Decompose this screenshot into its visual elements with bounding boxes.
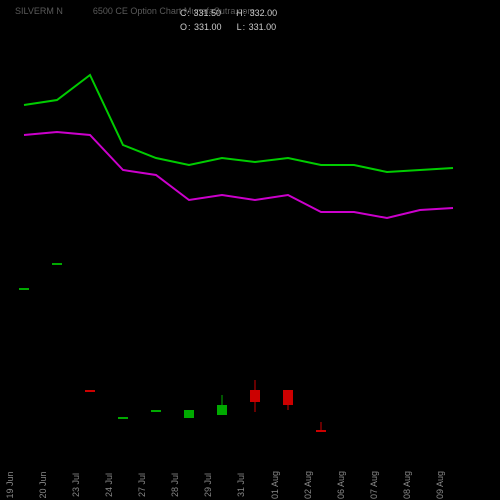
- close-label: C:: [180, 8, 191, 18]
- candle-body: [118, 417, 128, 419]
- low-value: 331.00: [249, 22, 277, 32]
- indicator-line: [24, 132, 453, 218]
- high-label: H:: [236, 8, 247, 18]
- open-value: 331.00: [194, 22, 222, 32]
- candle-body: [151, 410, 161, 412]
- candle-body: [19, 288, 29, 290]
- symbol-label: SILVERM N: [15, 6, 63, 16]
- candle-body: [283, 390, 293, 405]
- high-value: 332.00: [250, 8, 278, 18]
- chart-area: [10, 40, 470, 450]
- candle-body: [52, 263, 62, 265]
- x-axis: 19 Jun20 Jun23 Jul24 Jul27 Jul28 Jul29 J…: [10, 455, 470, 495]
- open-label: O:: [180, 22, 192, 32]
- chart-svg: [10, 40, 470, 450]
- candle-body: [316, 430, 326, 432]
- candle-body: [85, 390, 95, 392]
- x-axis-label: 09 Aug: [435, 470, 475, 500]
- close-value: 331.50: [194, 8, 222, 18]
- candle-body: [217, 405, 227, 415]
- indicator-line: [24, 75, 453, 172]
- candle-body: [250, 390, 260, 402]
- ohlc-box: C: 331.50 H: 332.00 O: 331.00 L: 331.00: [180, 8, 277, 32]
- low-label: L:: [237, 22, 247, 32]
- candle-body: [184, 410, 194, 418]
